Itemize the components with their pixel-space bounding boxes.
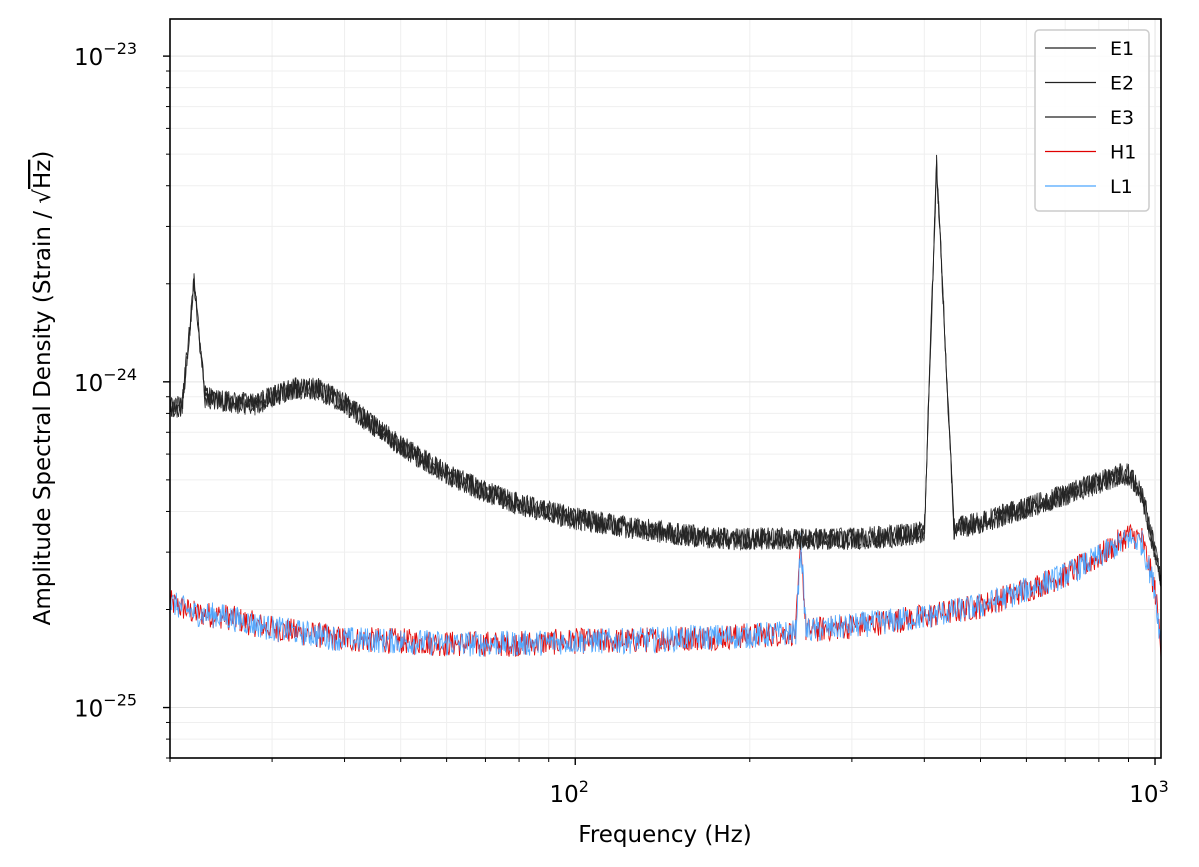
x-tick-label: 102 — [550, 777, 589, 808]
y-axis-label: Amplitude Spectral Density (Strain / √Hz… — [30, 151, 56, 626]
series-line-e3 — [170, 154, 1161, 594]
y-tick-label: 10−23 — [74, 39, 137, 71]
x-axis-label: Frequency (Hz) — [578, 822, 751, 848]
series-line-l1 — [170, 528, 1161, 657]
series-line-h1 — [170, 523, 1161, 659]
plot-frame — [169, 18, 1162, 759]
legend: E1 E2 E3 H1 L1 — [1034, 29, 1150, 212]
series-layer — [170, 154, 1161, 659]
legend-label-e2: E2 — [1110, 73, 1134, 95]
legend-label-e3: E3 — [1110, 107, 1134, 129]
legend-label-l1: L1 — [1110, 176, 1133, 198]
legend-label-h1: H1 — [1110, 142, 1136, 164]
legend-label-e1: E1 — [1110, 38, 1134, 60]
axis-ticks: 102 103 10−25 10−24 10−23 — [74, 39, 1169, 808]
y-tick-label: 10−25 — [74, 691, 137, 723]
y-tick-label: 10−24 — [74, 365, 137, 397]
x-tick-label: 103 — [1129, 777, 1168, 808]
legend-box — [1034, 29, 1150, 212]
